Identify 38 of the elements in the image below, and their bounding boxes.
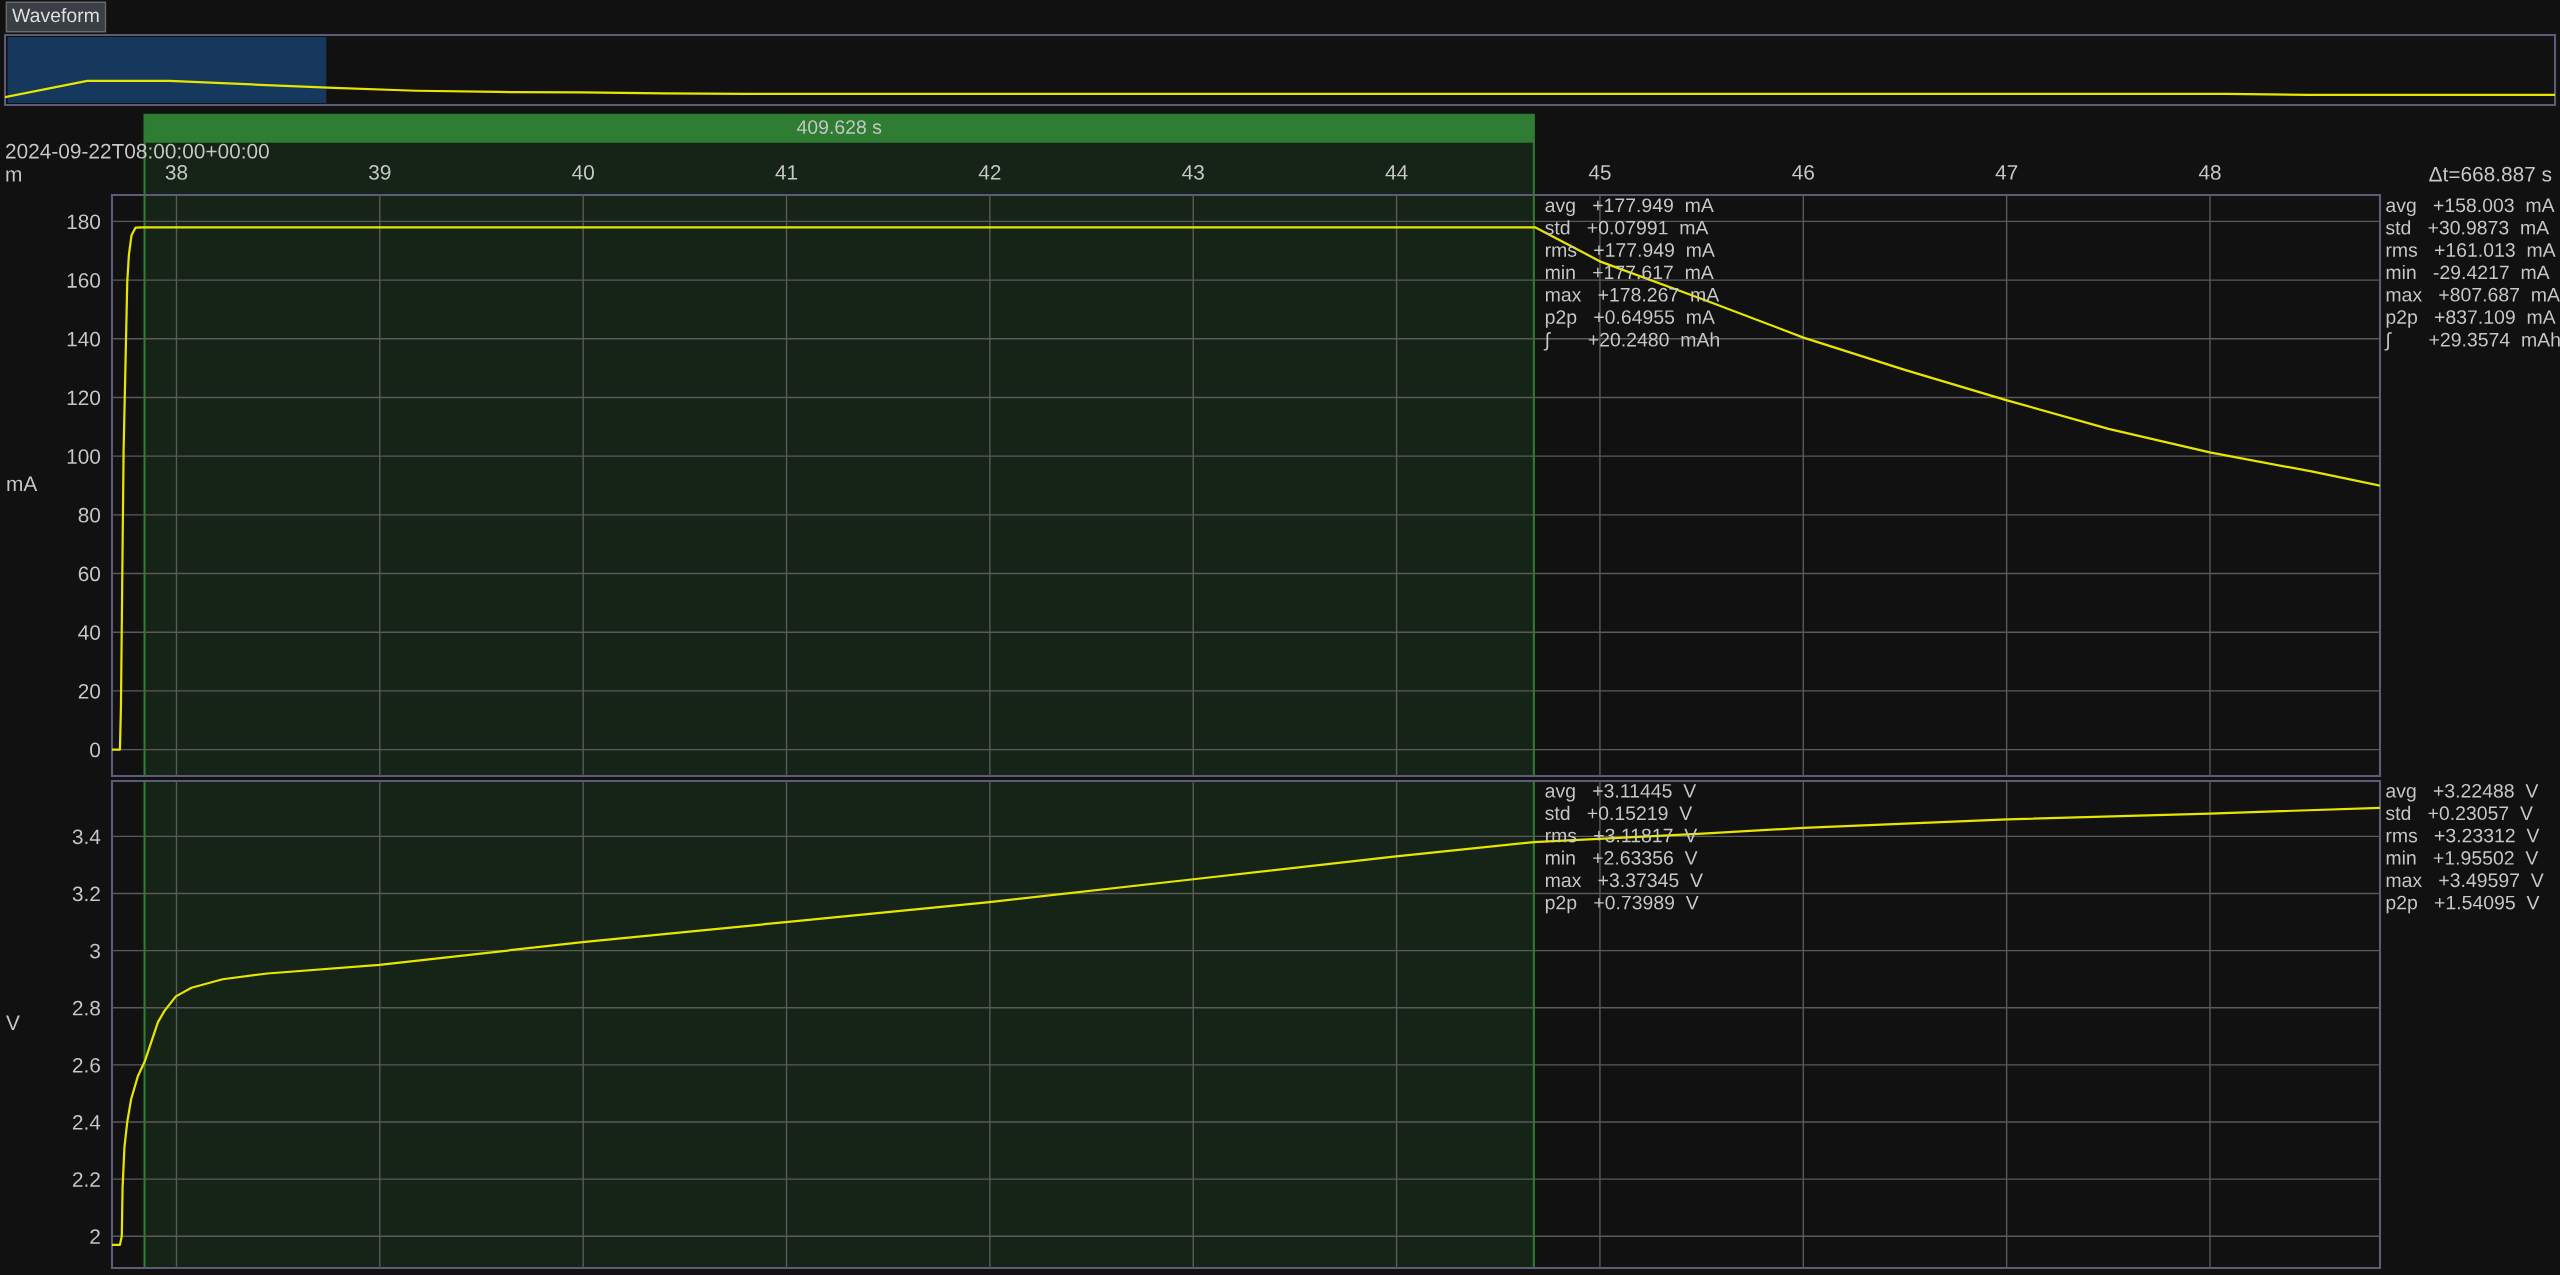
band-label: 409.628 s [796,120,882,134]
x-tick-label: 42 [978,165,1001,180]
y-tick-label: 3.4 [72,829,101,845]
text: Δt=668.887 s [2429,166,2552,182]
y-tick-label: 120 [67,390,101,406]
y-axis-title: mA [7,476,38,491]
y-tick-label: 180 [67,214,101,230]
line-series [112,806,2380,1246]
y-tick-label: 160 [67,273,101,288]
y-tick-label: 140 [67,331,101,347]
y-tick-label: 2.2 [72,1172,100,1187]
y-tick-label: 20 [78,683,101,699]
y-tick-label: 2.4 [72,1115,101,1130]
y-tick-label: 2.6 [72,1057,100,1073]
x-tick-label: 40 [572,165,594,180]
x-tick-label: 47 [1995,165,2018,180]
y-tick-label: 2 [90,1229,100,1244]
y-tick-label: 40 [78,625,101,640]
chart-title: Waveform [12,7,99,23]
x-tick-label: 43 [1182,165,1204,180]
y-axis-title: V [6,1015,20,1030]
y-tick-label: 0 [90,742,101,758]
x-axis-title: m [6,170,21,182]
y-tick-label: 100 [67,449,101,464]
x-tick-label: 41 [775,165,798,180]
y-tick-label: 3.2 [72,886,100,902]
y-tick-label: 80 [78,507,101,523]
x-tick-label: 38 [165,165,188,180]
y-tick-label: 60 [78,566,101,582]
x-tick-label: 44 [1385,165,1408,180]
x-tick-label: 45 [1588,165,1611,180]
y-tick-label: 3 [90,943,100,959]
x-tick-label: 39 [369,165,391,180]
y-tick-label: 2.8 [72,1000,100,1016]
x-tick-label: 48 [2198,165,2221,180]
text: avg +158.003 mA std +30.9873 mA rms +161.013 mA min -29.4217 mA max +807.687 mA p2p +837.109 mA ∫ +29.3574 mAh [2384,198,2560,351]
text: avg +3.22488 V std +0.23057 V rms +3.23312 V min +1.95502 V max +3.49597 V p2p +1.54095 V [2385,783,2544,914]
x-tick-label: 46 [1792,165,1814,180]
